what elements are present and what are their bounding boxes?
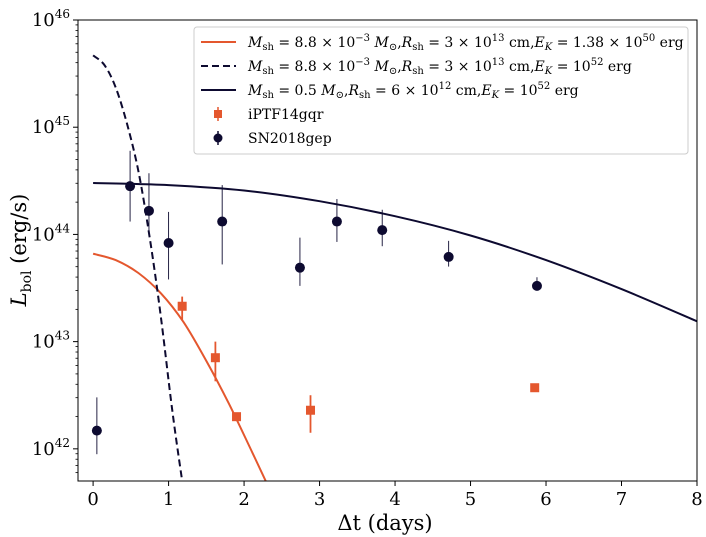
x-tick-label-5: 5 bbox=[465, 489, 476, 510]
x-tick-label-1: 1 bbox=[163, 489, 174, 510]
data-point-sn2018gep-9 bbox=[531, 280, 542, 291]
legend-marker-iptf14gqr bbox=[214, 107, 222, 121]
legend-marker-sn2018gep bbox=[213, 131, 223, 145]
x-tick-label-7: 7 bbox=[616, 489, 627, 510]
data-point-sn2018gep-0 bbox=[91, 425, 102, 436]
y-axis-ticks: 1042 1043 1044 1045 1046 bbox=[32, 7, 78, 474]
y-tick-label-45: 1045 bbox=[32, 114, 70, 138]
legend-entry-1: Msh = 8.8 × 10−3 M⊙,Rsh = 3 × 1013 cm,EK… bbox=[247, 33, 684, 53]
x-tick-label-3: 3 bbox=[314, 489, 325, 510]
data-point-sn2018gep-8 bbox=[443, 251, 454, 262]
legend-label-sn2018gep: SN2018gep bbox=[248, 131, 332, 147]
plot-frame bbox=[77, 19, 698, 482]
model-curves bbox=[92, 54, 697, 481]
y-axis-label-units bbox=[7, 264, 31, 271]
data-point-sn2018gep-3 bbox=[163, 237, 174, 248]
y-axis-label-sub: bol bbox=[19, 270, 35, 292]
data-point-sn2018gep-2 bbox=[143, 205, 154, 216]
x-tick-label-4: 4 bbox=[389, 489, 400, 510]
legend-entry-3: Msh = 0.5 M⊙,Rsh = 6 × 1012 cm,EK = 1052… bbox=[247, 81, 579, 101]
legend-box bbox=[193, 26, 689, 155]
data-points bbox=[91, 181, 542, 436]
error-bars bbox=[96, 150, 538, 455]
y-tick-label-46: 1046 bbox=[32, 7, 70, 31]
legend-label-iptf14gqr: iPTF14gqr bbox=[248, 107, 324, 123]
y-axis-label-main: L bbox=[7, 292, 31, 307]
model-curve-navy-solid bbox=[93, 182, 697, 323]
data-point-sn2018gep-1 bbox=[125, 181, 136, 192]
legend: Msh = 8.8 × 10−3 M⊙,Rsh = 3 × 1013 cm,EK… bbox=[193, 26, 689, 155]
x-tick-label-8: 8 bbox=[691, 489, 702, 510]
y-axis-label: Lbol (erg/s) bbox=[7, 194, 35, 308]
data-point-sn2018gep-6 bbox=[331, 216, 342, 227]
y-tick-label-43: 1043 bbox=[32, 329, 70, 353]
x-tick-label-6: 6 bbox=[540, 489, 551, 510]
x-tick-label-2: 2 bbox=[238, 489, 249, 510]
x-tick-label-0: 0 bbox=[87, 489, 98, 510]
data-point-iptf14gqr-3 bbox=[306, 405, 316, 415]
legend-entry-2: Msh = 8.8 × 10−3 M⊙,Rsh = 3 × 1013 cm,EK… bbox=[247, 57, 632, 77]
data-point-iptf14gqr-4 bbox=[530, 383, 540, 393]
data-point-iptf14gqr-1 bbox=[210, 353, 220, 363]
y-axis-label-units-text: (erg/s) bbox=[7, 194, 31, 264]
data-point-iptf14gqr-2 bbox=[232, 412, 242, 422]
model-curve-navy-dashed bbox=[92, 54, 184, 481]
data-point-sn2018gep-7 bbox=[377, 225, 388, 236]
x-axis-label: Δt (days) bbox=[337, 511, 432, 535]
x-axis-ticks: 0 1 2 3 4 5 6 7 8 bbox=[87, 481, 703, 510]
data-point-sn2018gep-4 bbox=[217, 216, 228, 227]
y-tick-label-42: 1042 bbox=[32, 436, 70, 460]
y-tick-label-44: 1044 bbox=[32, 221, 71, 245]
data-point-sn2018gep-5 bbox=[294, 262, 305, 273]
data-point-iptf14gqr-0 bbox=[177, 301, 187, 311]
model-curve-orange-solid bbox=[92, 252, 267, 481]
